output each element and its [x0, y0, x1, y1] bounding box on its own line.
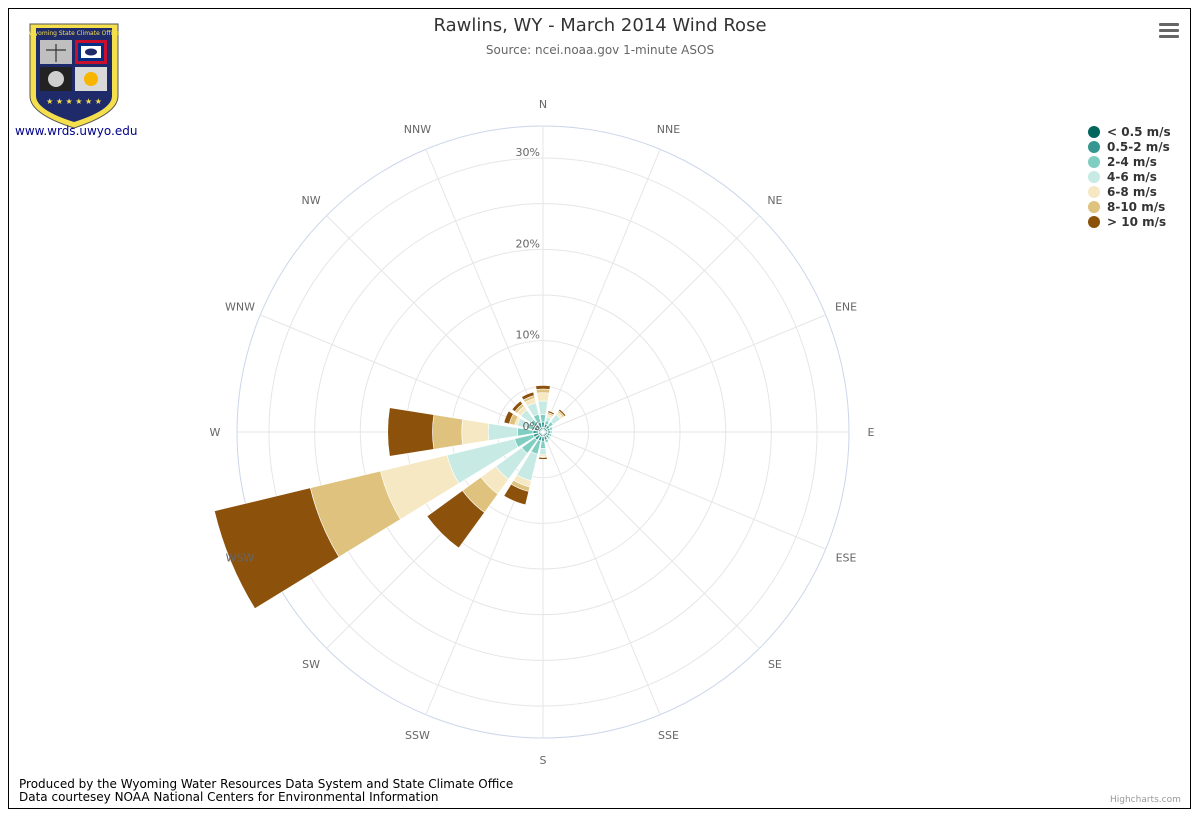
direction-label-nne: NNE	[657, 123, 680, 136]
direction-label-sw: SW	[302, 658, 320, 671]
legend-item[interactable]: < 0.5 m/s	[1088, 124, 1171, 139]
grid-spoke	[542, 149, 661, 433]
ytick-label: 10%	[516, 329, 540, 342]
logo-banner-text: Wyoming State Climate Office	[29, 30, 120, 37]
legend-label: 0.5-2 m/s	[1107, 139, 1170, 154]
direction-label-ese: ESE	[836, 552, 857, 565]
axis-labels: N NNE NE ENE E ESE SE SSE S SSW SW WSW W WNW NW NNW 0% 10…	[210, 98, 875, 767]
footer-data-courtesy: Data courtesey NOAA National Centers for…	[19, 790, 439, 804]
wind-rose-bar-S-2-4-m-s[interactable]	[540, 440, 546, 449]
highcharts-credits-link[interactable]: Highcharts.com	[1110, 795, 1181, 805]
wind-rose-bar-W-8-10-m-s[interactable]	[432, 414, 464, 450]
grid-spoke	[260, 314, 544, 433]
chart-title: Rawlins, WY - March 2014 Wind Rose	[433, 15, 767, 36]
chart-context-menu-button[interactable]	[1157, 20, 1181, 40]
wind-rose-bar-NE--10-m-s[interactable]	[558, 408, 567, 417]
direction-label-ssw: SSW	[405, 729, 430, 742]
wind-rose-bar-NW--10-m-s[interactable]	[511, 400, 524, 413]
chart-legend: < 0.5 m/s 0.5-2 m/s 2-4 m/s 4-6 m/s 6-8 m/s 8…	[1088, 124, 1171, 229]
legend-color-marker	[1088, 185, 1100, 198]
legend-color-marker	[1088, 140, 1100, 153]
legend-label: 4-6 m/s	[1107, 169, 1157, 184]
wind-rose-bar-WSW--10-m-s[interactable]	[214, 487, 340, 610]
legend-color-marker	[1088, 215, 1100, 228]
wind-rose-bar-SSE-4-6-m-s[interactable]	[545, 440, 550, 444]
legend-label: 6-8 m/s	[1107, 184, 1157, 199]
hamburger-menu-icon	[1159, 23, 1179, 26]
ytick-label: 20%	[516, 237, 540, 250]
wind-rose-bar-W--10-m-s[interactable]	[387, 407, 435, 457]
wind-rose-bar-S--10-m-s[interactable]	[538, 456, 548, 460]
wind-rose-bar-SE-4-6-m-s[interactable]	[547, 436, 552, 441]
grid-spoke	[425, 149, 544, 433]
legend-item[interactable]: 8-10 m/s	[1088, 199, 1171, 214]
grid-spoke	[542, 431, 826, 550]
wind-rose-bar-N--10-m-s[interactable]	[535, 385, 551, 390]
wind-rose-bar-N-4-6-m-s[interactable]	[537, 400, 549, 416]
grid-spoke	[542, 215, 760, 433]
direction-label-s: S	[540, 754, 547, 767]
direction-label-sse: SSE	[658, 729, 679, 742]
direction-label-nnw: NNW	[404, 123, 431, 136]
direction-label-wnw: WNW	[225, 300, 255, 313]
wind-rose-bar-ENE-4-6-m-s[interactable]	[551, 425, 555, 431]
grid-spoke	[542, 314, 826, 433]
legend-item[interactable]: 2-4 m/s	[1088, 154, 1171, 169]
legend-color-marker	[1088, 125, 1100, 138]
grid-spoke	[542, 431, 661, 715]
direction-label-nw: NW	[302, 194, 321, 207]
wind-rose-bar-N-8-10-m-s[interactable]	[535, 388, 551, 394]
wind-rose-bar-NNW--10-m-s[interactable]	[521, 391, 535, 401]
climate-office-logo: Wyoming State Climate Office ★ ★ ★ ★ ★ ★	[29, 23, 120, 129]
wind-rose-bar-E-0-5-2-m-s[interactable]	[547, 430, 551, 434]
legend-item[interactable]: 6-8 m/s	[1088, 184, 1171, 199]
legend-item[interactable]: 0.5-2 m/s	[1088, 139, 1171, 154]
grid-spoke	[326, 215, 544, 433]
wind-rose-bars	[214, 385, 567, 610]
legend-color-marker	[1088, 200, 1100, 213]
wind-rose-bar-ESE-4-6-m-s[interactable]	[550, 433, 554, 438]
direction-label-e: E	[868, 426, 875, 439]
wrds-website-link[interactable]: www.wrds.uwyo.edu	[15, 124, 138, 138]
direction-label-n: N	[539, 98, 547, 111]
wind-rose-bar-SSW--10-m-s[interactable]	[503, 483, 530, 506]
ytick-label: 30%	[516, 146, 540, 159]
wind-rose-bar-NNE--10-m-s[interactable]	[547, 410, 555, 416]
direction-label-ne: NE	[767, 194, 782, 207]
chart-subtitle: Source: ncei.noaa.gov 1-minute ASOS	[485, 43, 715, 57]
wind-rose-bar-E-4-6-m-s[interactable]	[551, 430, 554, 434]
direction-label-ene: ENE	[835, 300, 857, 313]
legend-label: 2-4 m/s	[1107, 154, 1157, 169]
legend-item[interactable]: > 10 m/s	[1088, 214, 1171, 229]
wind-rose-bar-W-6-8-m-s[interactable]	[461, 418, 490, 446]
wind-rose-bar-SW--10-m-s[interactable]	[426, 490, 485, 549]
legend-label: 8-10 m/s	[1107, 199, 1166, 214]
wind-rose-bar-N-6-8-m-s[interactable]	[536, 392, 550, 402]
legend-label: > 10 m/s	[1107, 214, 1167, 229]
direction-label-w: W	[210, 426, 221, 439]
wind-rose-bar-WNW--10-m-s[interactable]	[503, 410, 514, 425]
ytick-label: 0%	[523, 420, 540, 433]
wind-rose-bar-W-4-6-m-s[interactable]	[487, 423, 519, 441]
legend-label: < 0.5 m/s	[1107, 124, 1171, 139]
legend-color-marker	[1088, 170, 1100, 183]
direction-label-wsw: WSW	[226, 552, 255, 565]
wind-rose-bar-S-4-6-m-s[interactable]	[539, 447, 547, 456]
grid-spoke	[542, 431, 760, 649]
direction-label-se: SE	[768, 658, 782, 671]
wind-rose-bar-N-2-4-m-s[interactable]	[539, 414, 547, 423]
legend-item[interactable]: 4-6 m/s	[1088, 169, 1171, 184]
svg-text:★ ★ ★ ★ ★ ★: ★ ★ ★ ★ ★ ★	[46, 97, 102, 106]
footer-produced-by: Produced by the Wyoming Water Resources …	[19, 777, 514, 791]
legend-color-marker	[1088, 155, 1100, 168]
